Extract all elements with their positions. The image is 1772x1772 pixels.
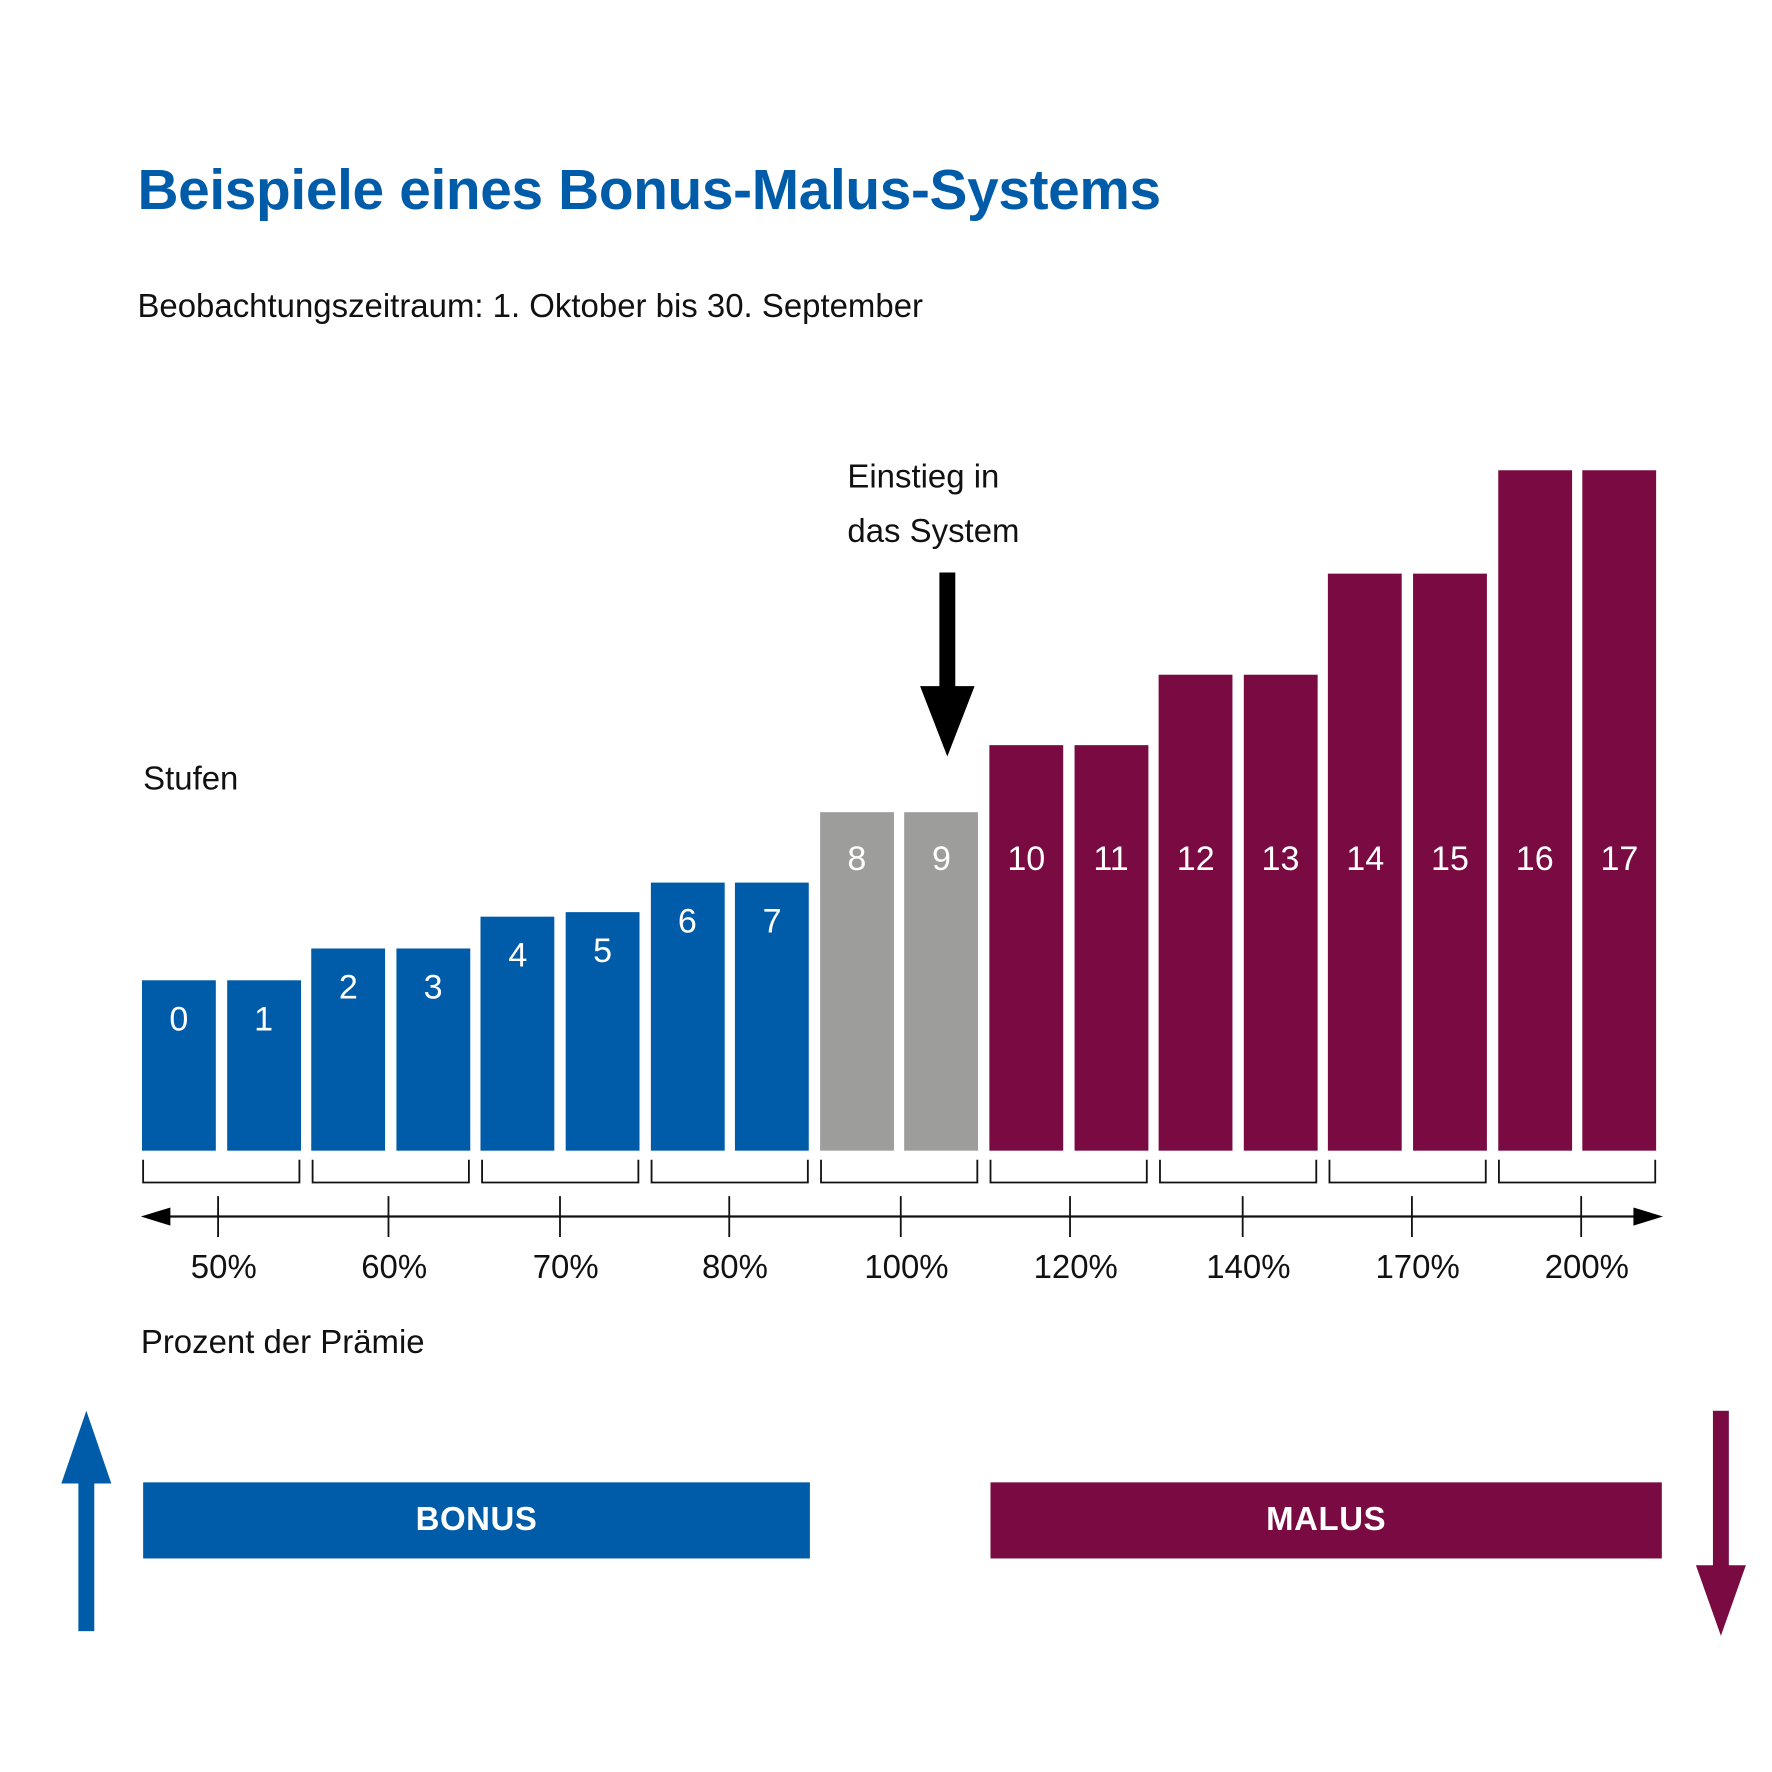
bar-label: 11 [1093, 840, 1129, 879]
malus-label: MALUS [1266, 1501, 1387, 1539]
bar-stufe-3: 3 [396, 948, 471, 1151]
percent-tick-label: 200% [1544, 1249, 1629, 1286]
bar-stufe-4: 4 [480, 916, 555, 1151]
bar-stufe-1: 1 [226, 980, 301, 1151]
bar-stufe-2: 2 [311, 948, 386, 1151]
malus-band: MALUS [990, 1482, 1662, 1559]
bar-label: 12 [1176, 840, 1215, 879]
percent-tick-label: 100% [864, 1249, 949, 1286]
entry-annotation-line1: Einstieg in [847, 458, 1000, 496]
bar-stufe-5: 5 [565, 912, 640, 1151]
bar-stufe-10: 10 [989, 745, 1064, 1151]
bar-label: 17 [1600, 840, 1639, 879]
bar-stufe-0: 0 [141, 980, 216, 1151]
chart-title: Beispiele eines Bonus-Malus-Systems [137, 157, 1161, 222]
arrow-down-icon [920, 572, 975, 757]
percent-tick-label: 70% [532, 1249, 599, 1286]
bar-stufe-15: 15 [1413, 573, 1487, 1151]
y-axis-label: Stufen [143, 761, 239, 798]
bar-stufe-6: 6 [650, 882, 725, 1151]
percent-tick-label: 80% [701, 1249, 768, 1286]
bar-stufe-12: 12 [1158, 674, 1233, 1151]
bonus-band: BONUS [143, 1482, 810, 1559]
percent-tick-label: 140% [1206, 1249, 1291, 1286]
bar-stufe-9: 9 [904, 812, 979, 1151]
bar-label: 7 [762, 903, 782, 941]
bar-label: 15 [1431, 840, 1469, 879]
x-axis-title: Prozent der Prämie [140, 1324, 425, 1361]
percent-tick-label: 60% [361, 1249, 428, 1286]
bar-stufe-11: 11 [1074, 745, 1148, 1151]
bar-label: 6 [677, 903, 697, 941]
percent-tick-label: 170% [1375, 1249, 1460, 1286]
bar-stufe-13: 13 [1243, 674, 1318, 1151]
chart-subtitle: Beobachtungszeitraum: 1. Oktober bis 30.… [137, 288, 923, 325]
axis-left-arrow-icon [140, 1207, 171, 1226]
bar-label: 5 [593, 932, 613, 971]
percent-tick-label: 120% [1033, 1249, 1118, 1286]
bar-stufe-8: 8 [819, 812, 894, 1151]
bar-label: 10 [1007, 840, 1046, 879]
bar-stufe-7: 7 [735, 882, 809, 1151]
axis-right-arrow-icon [1633, 1207, 1663, 1226]
bonus-label: BONUS [415, 1501, 538, 1539]
bar-label: 14 [1346, 840, 1385, 879]
bar-label: 3 [423, 968, 443, 1007]
bar-label: 13 [1261, 840, 1300, 879]
bar-label: 16 [1515, 840, 1554, 879]
bar-label: 9 [932, 840, 952, 879]
bar-stufe-16: 16 [1497, 470, 1572, 1151]
bar-label: 2 [338, 968, 358, 1007]
bar-label: 4 [508, 937, 528, 975]
arrow-up-icon [61, 1410, 112, 1632]
bars-container: 0 1 2 3 4 5 6 7 8 9 10 11 12 13 14 15 16 17 [141, 470, 1657, 1151]
bar-label: 8 [847, 840, 867, 879]
entry-annotation-line2: das System [847, 513, 1020, 550]
bar-label: 1 [254, 1000, 274, 1039]
percent-tick-label: 50% [190, 1249, 257, 1286]
x-axis [140, 1159, 1663, 1237]
bar-label: 0 [169, 1000, 189, 1039]
bar-stufe-17: 17 [1582, 470, 1657, 1151]
bar-stufe-14: 14 [1328, 573, 1403, 1151]
entry-annotation: Einstieg in das System [847, 450, 1019, 559]
arrow-down-icon [1695, 1410, 1746, 1636]
